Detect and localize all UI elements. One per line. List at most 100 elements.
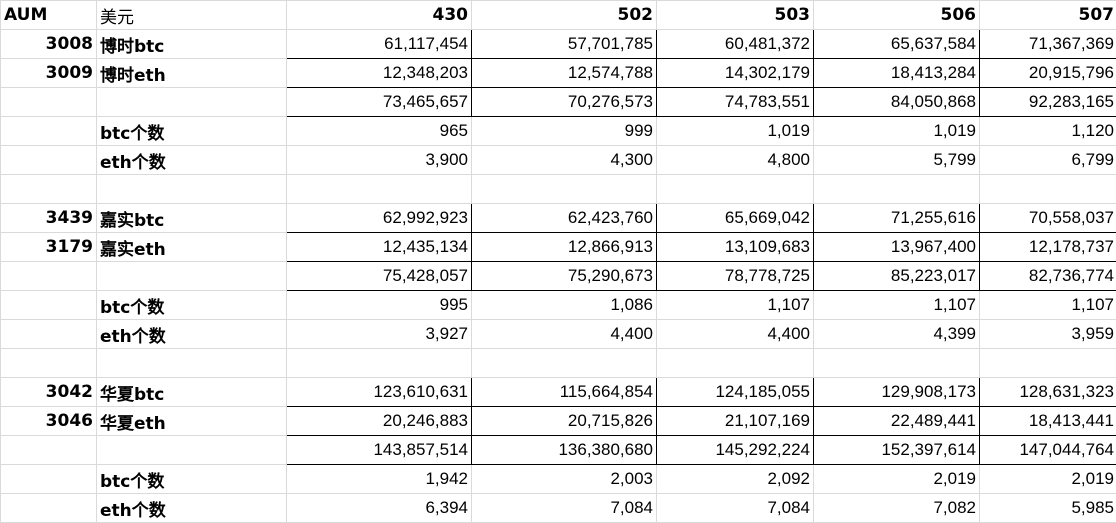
fund-label-cell[interactable]: 华夏eth [96,406,287,436]
empty-cell[interactable] [656,174,814,204]
value-cell[interactable]: 13,967,400 [813,232,980,262]
aum-header-cell[interactable]: AUM [0,0,97,30]
value-cell[interactable]: 12,435,134 [286,232,472,262]
fund-code-cell[interactable]: 3046 [0,406,97,436]
value-cell[interactable]: 20,715,826 [471,406,657,436]
fund-code-cell[interactable]: 3042 [0,377,97,407]
column-header-430[interactable]: 430 [286,0,472,30]
empty-cell[interactable] [471,174,657,204]
empty-cell[interactable] [0,464,97,494]
empty-cell[interactable] [96,87,287,117]
value-cell[interactable]: 20,915,796 [979,58,1116,88]
empty-cell[interactable] [0,319,97,349]
value-cell[interactable]: 60,481,372 [656,29,814,59]
empty-cell[interactable] [0,348,97,378]
value-cell[interactable]: 62,423,760 [471,203,657,233]
total-cell[interactable]: 147,044,764 [979,435,1116,465]
value-cell[interactable]: 18,413,284 [813,58,980,88]
value-cell[interactable]: 65,669,042 [656,203,814,233]
fund-label-cell[interactable]: 嘉实btc [96,203,287,233]
fund-code-cell[interactable]: 3439 [0,203,97,233]
value-cell[interactable]: 20,246,883 [286,406,472,436]
column-header-503[interactable]: 503 [656,0,814,30]
count-cell[interactable]: 2,003 [471,464,657,494]
value-cell[interactable]: 70,558,037 [979,203,1116,233]
count-cell[interactable]: 1,107 [813,290,980,320]
empty-cell[interactable] [0,87,97,117]
empty-cell[interactable] [96,348,287,378]
value-cell[interactable]: 12,348,203 [286,58,472,88]
count-cell[interactable]: 3,927 [286,319,472,349]
count-cell[interactable]: 995 [286,290,472,320]
empty-cell[interactable] [656,348,814,378]
total-cell[interactable]: 84,050,868 [813,87,980,117]
count-label-cell[interactable]: eth个数 [96,319,287,349]
value-cell[interactable]: 124,185,055 [656,377,814,407]
value-cell[interactable]: 129,908,173 [813,377,980,407]
empty-cell[interactable] [471,348,657,378]
empty-cell[interactable] [813,174,980,204]
count-cell[interactable]: 3,900 [286,145,472,175]
empty-cell[interactable] [96,261,287,291]
total-cell[interactable]: 73,465,657 [286,87,472,117]
count-label-cell[interactable]: eth个数 [96,493,287,523]
count-label-cell[interactable]: btc个数 [96,116,287,146]
empty-cell[interactable] [96,174,287,204]
count-label-cell[interactable]: btc个数 [96,290,287,320]
value-cell[interactable]: 13,109,683 [656,232,814,262]
empty-cell[interactable] [0,116,97,146]
count-label-cell[interactable]: eth个数 [96,145,287,175]
empty-cell[interactable] [979,174,1116,204]
empty-cell[interactable] [979,348,1116,378]
total-cell[interactable]: 78,778,725 [656,261,814,291]
unit-header-cell[interactable]: 美元 [96,0,287,30]
total-cell[interactable]: 70,276,573 [471,87,657,117]
empty-cell[interactable] [0,174,97,204]
total-cell[interactable]: 136,380,680 [471,435,657,465]
count-cell[interactable]: 4,800 [656,145,814,175]
count-cell[interactable]: 1,942 [286,464,472,494]
column-header-502[interactable]: 502 [471,0,657,30]
count-cell[interactable]: 7,084 [656,493,814,523]
value-cell[interactable]: 14,302,179 [656,58,814,88]
column-header-507[interactable]: 507 [979,0,1116,30]
value-cell[interactable]: 128,631,323 [979,377,1116,407]
count-cell[interactable]: 2,019 [979,464,1116,494]
count-cell[interactable]: 6,394 [286,493,472,523]
value-cell[interactable]: 21,107,169 [656,406,814,436]
empty-cell[interactable] [0,290,97,320]
empty-cell[interactable] [0,261,97,291]
column-header-506[interactable]: 506 [813,0,980,30]
count-cell[interactable]: 999 [471,116,657,146]
value-cell[interactable]: 61,117,454 [286,29,472,59]
count-cell[interactable]: 5,799 [813,145,980,175]
total-cell[interactable]: 145,292,224 [656,435,814,465]
fund-code-cell[interactable]: 3179 [0,232,97,262]
count-cell[interactable]: 7,082 [813,493,980,523]
count-cell[interactable]: 1,107 [656,290,814,320]
total-cell[interactable]: 75,428,057 [286,261,472,291]
empty-cell[interactable] [96,435,287,465]
value-cell[interactable]: 22,489,441 [813,406,980,436]
count-cell[interactable]: 7,084 [471,493,657,523]
value-cell[interactable]: 12,178,737 [979,232,1116,262]
count-cell[interactable]: 5,985 [979,493,1116,523]
count-cell[interactable]: 4,300 [471,145,657,175]
total-cell[interactable]: 82,736,774 [979,261,1116,291]
value-cell[interactable]: 18,413,441 [979,406,1116,436]
empty-cell[interactable] [286,348,472,378]
count-cell[interactable]: 2,019 [813,464,980,494]
total-cell[interactable]: 92,283,165 [979,87,1116,117]
value-cell[interactable]: 12,866,913 [471,232,657,262]
value-cell[interactable]: 123,610,631 [286,377,472,407]
fund-label-cell[interactable]: 华夏btc [96,377,287,407]
total-cell[interactable]: 85,223,017 [813,261,980,291]
value-cell[interactable]: 115,664,854 [471,377,657,407]
empty-cell[interactable] [813,348,980,378]
fund-code-cell[interactable]: 3008 [0,29,97,59]
count-cell[interactable]: 1,120 [979,116,1116,146]
total-cell[interactable]: 152,397,614 [813,435,980,465]
fund-label-cell[interactable]: 博时eth [96,58,287,88]
count-cell[interactable]: 2,092 [656,464,814,494]
total-cell[interactable]: 75,290,673 [471,261,657,291]
